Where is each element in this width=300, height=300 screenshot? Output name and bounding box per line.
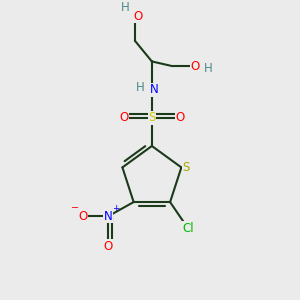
- Text: −: −: [71, 203, 80, 213]
- Text: N: N: [104, 210, 113, 223]
- Text: O: O: [119, 111, 128, 124]
- Text: N: N: [149, 83, 158, 96]
- Text: H: H: [204, 62, 213, 76]
- Text: H: H: [121, 2, 130, 14]
- Text: O: O: [190, 60, 200, 73]
- Text: S: S: [182, 161, 190, 174]
- Text: S: S: [148, 111, 156, 124]
- Text: O: O: [133, 10, 142, 23]
- Text: O: O: [78, 210, 88, 223]
- Text: H: H: [136, 81, 145, 94]
- Text: Cl: Cl: [182, 222, 194, 235]
- Text: O: O: [104, 240, 113, 253]
- Text: +: +: [112, 204, 120, 213]
- Text: O: O: [176, 111, 185, 124]
